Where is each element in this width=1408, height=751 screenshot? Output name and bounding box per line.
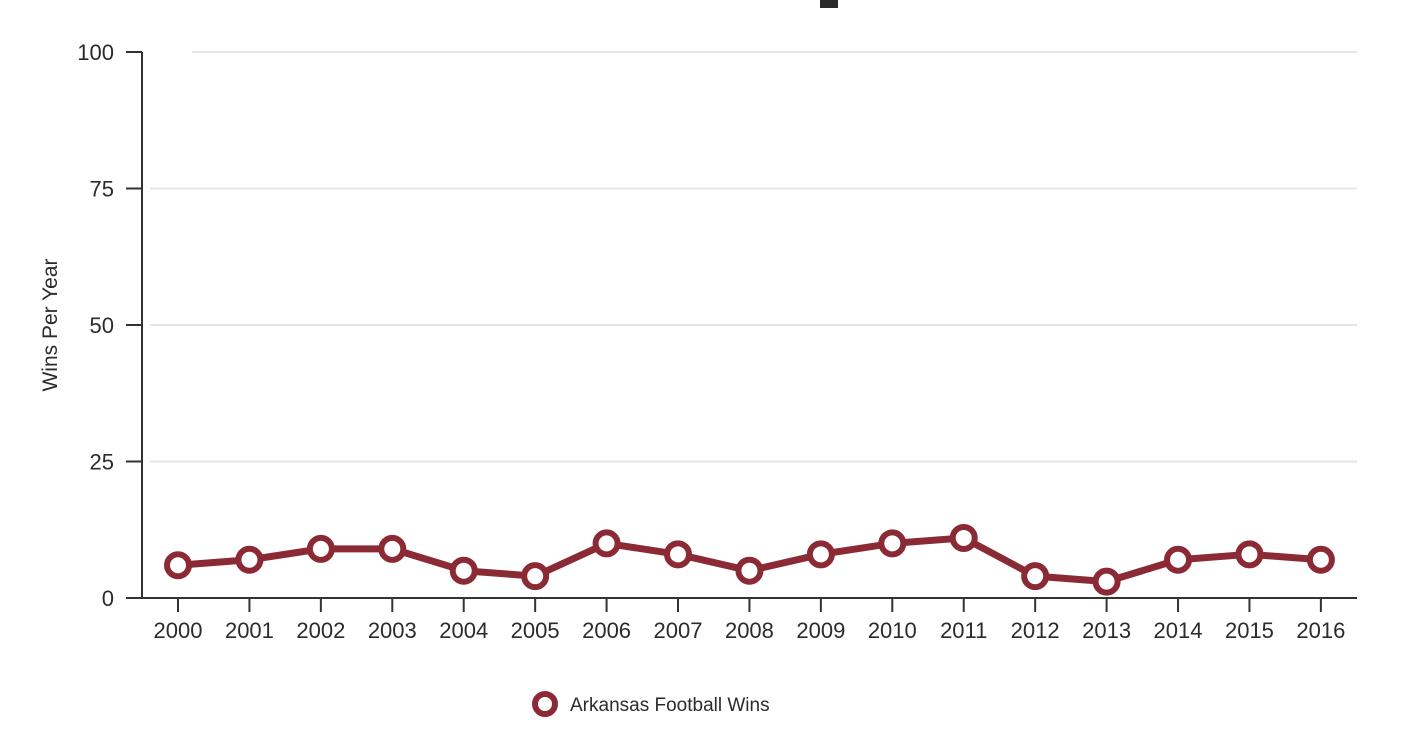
y-tick-labels: 0 25 50 75 100	[77, 40, 114, 611]
title-fragment	[820, 0, 838, 8]
data-point-2014	[1164, 545, 1193, 574]
series-layer	[164, 523, 1335, 596]
data-point-2012	[1021, 562, 1050, 591]
x-tick-label-2010: 2010	[868, 618, 917, 643]
y-tick-label-75: 75	[90, 177, 114, 202]
y-tick-label-25: 25	[90, 450, 114, 475]
data-point-2011	[949, 523, 978, 552]
x-tick-label-2006: 2006	[582, 618, 631, 643]
x-tick-label-2004: 2004	[439, 618, 488, 643]
legend-label-arkansas-football-wins: Arkansas Football Wins	[570, 695, 770, 716]
data-point-2009	[806, 540, 835, 569]
data-point-2015	[1235, 540, 1264, 569]
x-tick-label-2012: 2012	[1011, 618, 1060, 643]
data-point-2006	[592, 529, 621, 558]
x-tick-label-2000: 2000	[154, 618, 203, 643]
data-point-2002	[306, 534, 335, 563]
legend[interactable]: Arkansas Football Wins	[532, 691, 770, 717]
x-tick-labels: 2000 2001 2002 2003 2004 2005 2006 2007 2008 2009…	[154, 618, 1346, 643]
data-point-2013	[1092, 567, 1121, 596]
data-point-2008	[735, 556, 764, 585]
data-point-2010	[878, 529, 907, 558]
x-tick-label-2007: 2007	[654, 618, 703, 643]
legend-marker	[532, 691, 558, 717]
y-tick-label-50: 50	[90, 313, 114, 338]
grid-lines	[150, 51, 1357, 463]
data-point-2005	[521, 562, 550, 591]
x-tick-label-2001: 2001	[225, 618, 274, 643]
data-point-2000	[164, 551, 192, 580]
y-axis-title: Wins Per Year	[39, 258, 62, 391]
y-tick-label-0: 0	[102, 586, 114, 611]
data-point-2003	[378, 534, 407, 563]
x-tick-label-2002: 2002	[296, 618, 345, 643]
data-point-2016	[1306, 545, 1335, 574]
x-tick-label-2015: 2015	[1225, 618, 1274, 643]
axes	[126, 51, 1357, 612]
data-point-2001	[235, 545, 264, 574]
x-tick-label-2009: 2009	[796, 618, 845, 643]
x-tick-label-2008: 2008	[725, 618, 774, 643]
data-point-2004	[449, 556, 478, 585]
x-tick-label-2005: 2005	[511, 618, 560, 643]
x-tick-label-2013: 2013	[1082, 618, 1131, 643]
x-tick-label-2016: 2016	[1296, 618, 1345, 643]
x-tick-label-2014: 2014	[1154, 618, 1203, 643]
data-point-2007	[664, 540, 693, 569]
y-tick-label-100: 100	[77, 40, 114, 65]
x-tick-label-2003: 2003	[368, 618, 417, 643]
x-tick-label-2011: 2011	[940, 618, 987, 643]
